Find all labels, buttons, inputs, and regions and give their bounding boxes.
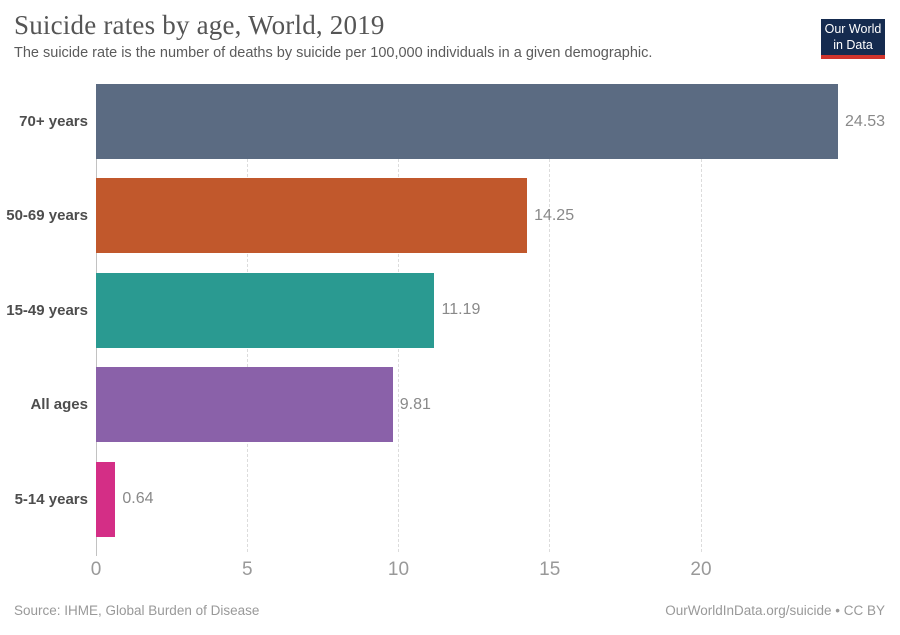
bar-value-label: 11.19 [441,301,481,319]
bar-value-label: 24.53 [845,112,886,130]
owid-logo-text: Our World in Data [821,19,885,55]
x-tick-label: 0 [90,559,102,580]
bar-value-label: 9.81 [399,395,431,413]
grid-line [700,84,702,552]
chart-subtitle: The suicide rate is the number of deaths… [14,45,653,61]
bar [96,84,839,159]
grid-line [549,84,551,552]
category-label: All ages [30,396,88,414]
chart-footer: Source: IHME, Global Burden of Disease O… [14,603,885,618]
category-label: 15-49 years [6,301,88,319]
x-tick-label: 10 [387,559,410,580]
logo-accent-bar [821,55,885,59]
x-tick-label: 20 [690,559,712,580]
source-note: Source: IHME, Global Burden of Disease [14,603,260,618]
logo-line-1: Our World [824,22,882,36]
category-label: 70+ years [19,113,88,130]
bar-value-label: 0.64 [122,490,154,508]
x-tick-label: 5 [241,559,253,580]
category-label: 5-14 years [14,490,88,508]
bar [96,367,393,443]
owid-logo: Our World in Data [821,19,885,59]
category-label: 50-69 years [6,207,88,225]
bar [96,272,435,348]
logo-line-2: in Data [833,38,873,52]
bar [96,178,528,254]
bar [96,461,116,537]
chart-title: Suicide rates by age, World, 2019 [14,10,385,40]
bar-value-label: 14.25 [534,206,575,224]
x-tick-label: 15 [539,559,561,580]
license-note: OurWorldInData.org/suicide • CC BY [665,603,885,618]
